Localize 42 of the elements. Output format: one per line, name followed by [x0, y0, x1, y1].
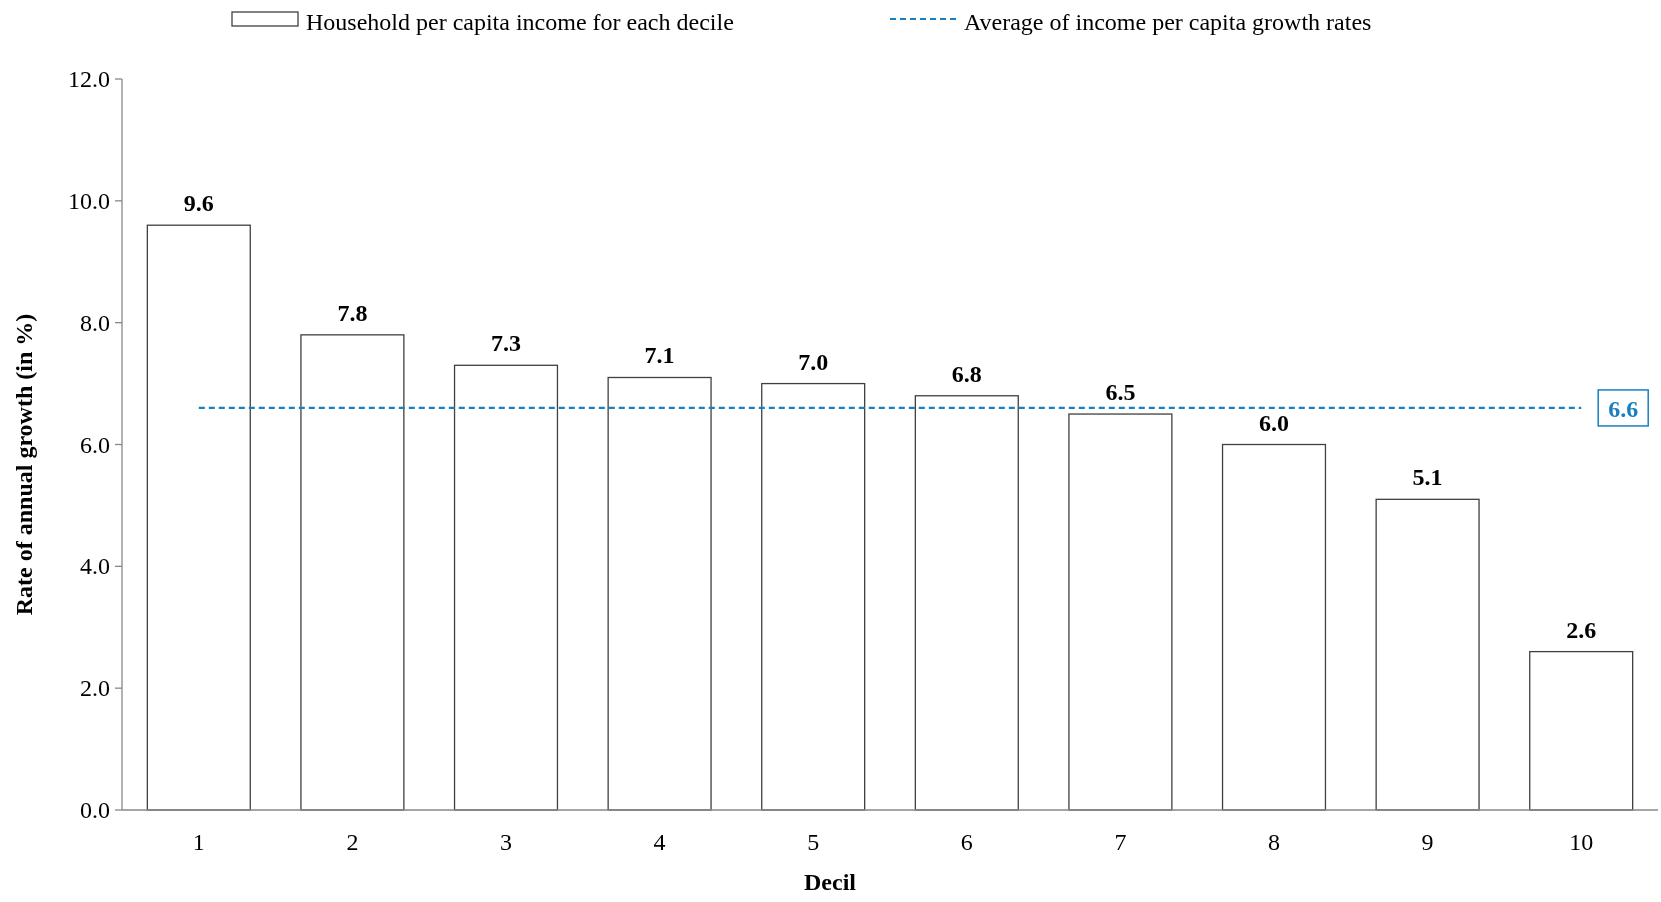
legend-label: Average of income per capita growth rates	[964, 9, 1372, 35]
bar	[1221, 443, 1327, 811]
y-axis-title: Rate of annual growth (in %)	[11, 313, 37, 616]
data-label: 6.8	[951, 360, 982, 387]
legend-label: Household per capita income for each decile	[306, 9, 734, 35]
x-tick-label: 6	[960, 829, 973, 855]
data-label: 7.3	[491, 330, 521, 357]
x-tick-label: 10	[1569, 829, 1594, 855]
x-tick-label: 3	[500, 829, 512, 855]
bar	[1375, 498, 1480, 811]
data-label: 7.1	[644, 342, 675, 369]
bar	[1529, 650, 1634, 811]
data-label: 5.1	[1412, 464, 1443, 491]
x-tick-label: 8	[1268, 829, 1280, 855]
bar	[453, 364, 559, 811]
x-tick-label: 7	[1114, 829, 1127, 855]
x-tick-label: 4	[653, 829, 666, 855]
bar	[1068, 413, 1173, 811]
bar	[607, 376, 712, 811]
x-tick-label: 1	[192, 829, 205, 855]
bar	[146, 224, 251, 811]
y-tick-label: 4.0	[80, 553, 110, 580]
x-tick-label: 5	[807, 829, 820, 855]
y-tick-label: 6.0	[80, 431, 110, 458]
data-label: 7.8	[337, 299, 368, 326]
y-tick-label: 2.0	[80, 675, 110, 702]
y-tick-label: 10.0	[68, 187, 110, 214]
data-label: 6.0	[1259, 409, 1289, 436]
y-tick-label: 0.0	[80, 797, 110, 823]
x-tick-label: 2	[346, 829, 359, 855]
data-label: 6.5	[1105, 379, 1136, 406]
bar	[300, 334, 405, 811]
x-axis-title: Decil	[804, 869, 857, 895]
data-label: 7.0	[798, 348, 829, 375]
data-label: 6.6	[1608, 395, 1639, 422]
data-label: 9.6	[183, 190, 214, 217]
y-tick-label: 8.0	[80, 309, 110, 336]
bar	[761, 382, 866, 811]
data-label: 2.6	[1566, 616, 1597, 643]
x-tick-label: 9	[1421, 829, 1434, 855]
y-tick-label: 12.0	[68, 66, 110, 92]
bar	[914, 395, 1019, 811]
